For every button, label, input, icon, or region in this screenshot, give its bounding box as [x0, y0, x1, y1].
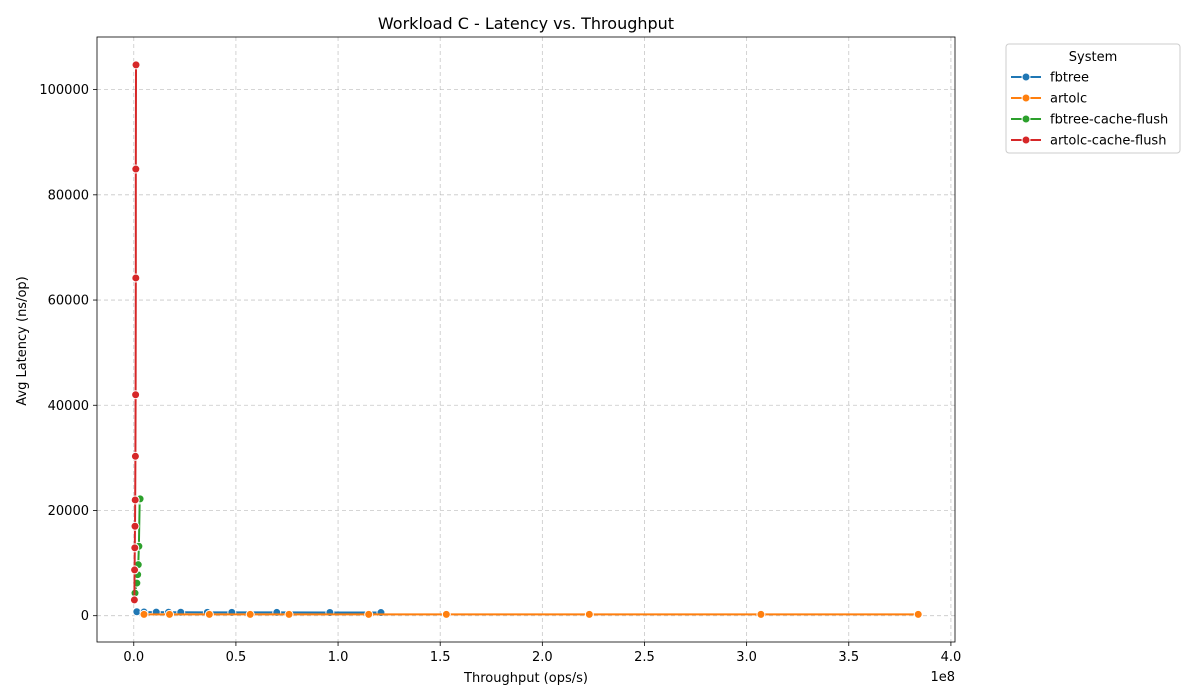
x-axis-label: Throughput (ops/s) [463, 671, 588, 686]
x-tick-label: 4.0 [941, 650, 962, 665]
legend-label: fbtree-cache-flush [1050, 113, 1168, 128]
y-tick-label: 80000 [48, 188, 89, 203]
y-tick-label: 0 [81, 609, 89, 624]
data-point-artolc-cache-flush [130, 495, 140, 505]
chart-title: Workload C - Latency vs. Throughput [378, 14, 674, 33]
data-point-artolc [913, 609, 923, 619]
legend-item-artolc: artolc [1011, 92, 1087, 107]
legend-label: artolc [1050, 92, 1087, 107]
x-tick-label: 2.0 [532, 650, 553, 665]
legend-items: fbtree artolc fbtree-cache-flush artolc-cac… [1011, 71, 1168, 149]
legend: System fbtree artolc fbtree-cache-flush art… [1005, 43, 1181, 154]
axes: 0.0 0.5 1.0 1.5 2.0 2.5 3.0 3.5 4.0 0 20000 40000 60… [39, 36, 962, 665]
data-point-artolc-cache-flush [130, 543, 140, 553]
legend-item-artolc-cache-flush: artolc-cache-flush [1011, 134, 1166, 149]
data-point-artolc [284, 609, 294, 619]
data-point-artolc [139, 609, 149, 619]
data-point-artolc-cache-flush [131, 273, 141, 283]
legend-swatch-marker [1021, 114, 1031, 124]
x-tick-label: 1.5 [430, 650, 451, 665]
grid [97, 37, 955, 642]
legend-swatch-marker [1021, 72, 1031, 82]
data-point-artolc-cache-flush [130, 565, 140, 575]
series-artolc-cache-flush [129, 60, 141, 605]
legend-label: fbtree [1050, 71, 1089, 86]
x-tick-label: 1.0 [328, 650, 349, 665]
legend-swatch-marker [1021, 135, 1031, 145]
series-line-artolc-cache-flush [133, 64, 138, 600]
legend-title: System [1069, 50, 1117, 65]
data-point-artolc [441, 609, 451, 619]
legend-item-fbtree: fbtree [1011, 71, 1089, 86]
x-tick-label: 0.0 [123, 650, 144, 665]
data-point-artolc [245, 609, 255, 619]
legend-item-fbtree-cache-flush: fbtree-cache-flush [1011, 113, 1168, 128]
series-line-fbtree [136, 610, 381, 614]
y-tick-label: 20000 [48, 504, 89, 519]
data-point-artolc-cache-flush [131, 60, 141, 70]
series-artolc [139, 609, 923, 619]
data-point-artolc [204, 609, 214, 619]
x-tick-label: 2.5 [634, 650, 655, 665]
y-tick-label: 100000 [39, 83, 89, 98]
data-point-artolc [165, 609, 175, 619]
data-point-artolc [756, 609, 766, 619]
data-point-artolc-cache-flush [131, 390, 141, 400]
x-tick-label: 3.5 [838, 650, 859, 665]
y-axis-label: Avg Latency (ns/op) [15, 276, 30, 405]
data-point-artolc-cache-flush [129, 595, 139, 605]
x-axis-offset-label: 1e8 [930, 670, 955, 685]
plot-frame [96, 36, 956, 643]
x-tick-label: 3.0 [736, 650, 757, 665]
legend-swatch-marker [1021, 93, 1031, 103]
legend-label: artolc-cache-flush [1050, 134, 1166, 149]
data-point-artolc-cache-flush [130, 451, 140, 461]
data-point-artolc [584, 609, 594, 619]
x-tick-label: 0.5 [226, 650, 247, 665]
data-point-artolc-cache-flush [130, 521, 140, 531]
series-group [129, 60, 923, 619]
y-tick-label: 40000 [48, 399, 89, 414]
data-point-artolc [364, 609, 374, 619]
legend-box [1005, 43, 1181, 154]
y-tick-label: 60000 [48, 294, 89, 309]
data-point-artolc-cache-flush [131, 164, 141, 174]
